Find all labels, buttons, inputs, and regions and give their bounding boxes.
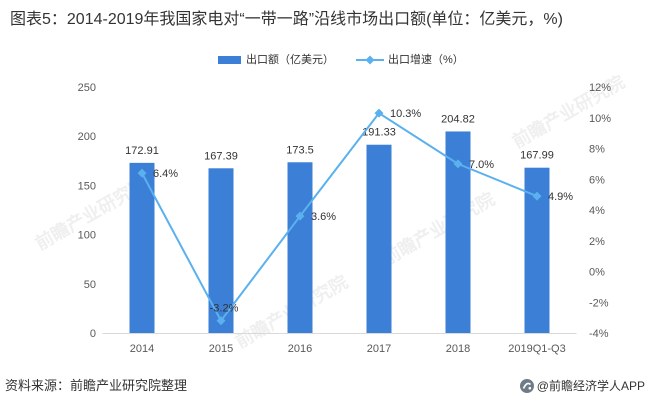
legend-label-export-growth: 出口增速（%）	[388, 54, 464, 66]
left-axis-tick-label: 100	[78, 230, 96, 242]
left-axis-tick-label: 150	[78, 180, 96, 192]
growth-value-label: 3.6%	[311, 211, 336, 223]
growth-point-2014	[137, 168, 147, 178]
source-note: 资料来源：前瞻产业研究院整理	[5, 378, 188, 393]
qianzhan-logo-icon	[519, 379, 534, 393]
legend-diamond-marker	[365, 55, 375, 65]
legend-bar-swatch	[218, 56, 241, 64]
x-axis-category-label: 2019Q1-Q3	[508, 343, 565, 355]
growth-point-2015	[216, 316, 226, 326]
brand-label: @前瞻经济学人APP	[536, 379, 645, 393]
growth-value-label: 6.4%	[153, 168, 178, 180]
x-axis-category-label: 2014	[130, 343, 154, 355]
left-axis-tick-label: 200	[78, 131, 96, 143]
right-axis-tick-label: 8%	[589, 144, 605, 156]
growth-point-2018	[453, 159, 463, 169]
growth-value-label: 4.9%	[548, 191, 573, 203]
x-axis: 2014 2015 2016 2017 2018 2019Q1-Q3	[102, 333, 577, 355]
bar-2014	[129, 162, 155, 333]
legend-line-swatch	[356, 55, 384, 65]
brand-credit: @前瞻经济学人APP	[519, 378, 645, 394]
growth-point-2017	[374, 108, 384, 118]
growth-point-2019Q1-Q3	[532, 191, 542, 201]
bar-value-label: 191.33	[362, 127, 396, 139]
right-axis-tick-label: 10%	[589, 113, 611, 125]
x-axis-category-label: 2016	[288, 343, 312, 355]
bar-2016	[287, 162, 313, 333]
bar-series-export-value: 172.91 167.39 173.5 191.33 204.82 167.99	[125, 113, 554, 333]
right-axis-tick-label: -2%	[589, 297, 609, 309]
bar-value-label: 204.82	[441, 113, 475, 125]
bar-2017	[366, 144, 392, 333]
left-axis: 0 50 100 150 200 250	[78, 82, 96, 340]
right-axis-tick-label: 2%	[589, 236, 605, 248]
chart-title: 图表5：2014-2019年我国家电对“一带一路”沿线市场出口额(单位：亿美元，…	[10, 11, 563, 28]
growth-line	[141, 112, 538, 322]
growth-value-label: 10.3%	[390, 108, 421, 120]
right-axis: -4% -2% 0% 2% 4% 6% 8% 10% 12%	[589, 82, 611, 340]
left-axis-tick-label: 250	[78, 82, 96, 94]
legend-item-export-growth: 出口增速（%）	[356, 52, 464, 68]
x-axis-category-label: 2018	[446, 343, 470, 355]
right-axis-tick-label: 0%	[589, 267, 605, 279]
growth-value-label: -3.2%	[210, 303, 239, 315]
growth-value-label: 7.0%	[469, 159, 494, 171]
right-axis-tick-label: 12%	[589, 82, 611, 94]
right-axis-tick-label: 4%	[589, 205, 605, 217]
bar-value-label: 172.91	[125, 145, 159, 157]
left-axis-tick-label: 50	[84, 279, 96, 291]
bar-value-label: 167.39	[204, 150, 238, 162]
chart-legend: 出口额（亿美元） 出口增速（%）	[218, 52, 464, 68]
right-axis-tick-label: 6%	[589, 174, 605, 186]
right-axis-tick-label: -4%	[589, 328, 609, 340]
x-axis-category-label: 2015	[209, 343, 233, 355]
x-axis-category-label: 2017	[367, 343, 391, 355]
bar-value-label: 173.5	[286, 144, 314, 156]
growth-point-2016	[295, 211, 305, 221]
legend-item-export-value: 出口额（亿美元）	[218, 52, 334, 68]
legend-label-export-value: 出口额（亿美元）	[246, 54, 334, 66]
left-axis-tick-label: 0	[90, 328, 96, 340]
bar-value-label: 167.99	[520, 150, 554, 162]
line-series-export-growth: 6.4% -3.2% 3.6% 10.3% 7.0% 4.9%	[137, 108, 573, 326]
